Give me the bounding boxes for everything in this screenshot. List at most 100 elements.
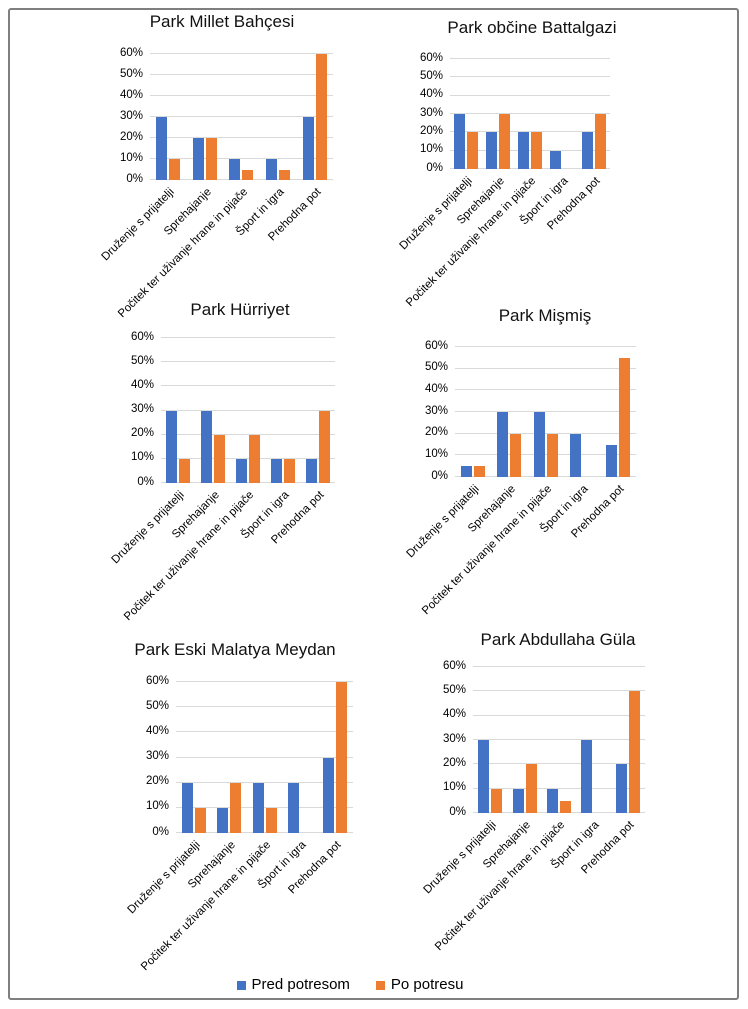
gridline: [161, 433, 335, 435]
bar-group: [450, 59, 482, 169]
y-axis-tick-label: 0%: [152, 825, 169, 838]
y-axis-tick-label: 10%: [130, 451, 154, 464]
bar-group: [455, 347, 491, 477]
bar-po-potresu: [595, 114, 606, 169]
x-category-label: Počitek ter uživanje hrane in pijače: [122, 489, 257, 624]
y-axis-tick-label: 40%: [442, 708, 466, 721]
x-category-label: Počitek ter uživanje hrane in pijače: [419, 483, 554, 618]
gridline: [455, 454, 636, 456]
bar-group: [578, 59, 610, 169]
bar-groups: [150, 54, 333, 180]
gridline: [450, 76, 610, 78]
legend-swatch-po-potresu: [375, 981, 385, 990]
plot-area: 0% 10% 20% 30% 40% 50% 60% Druženje s prijatelj…: [125, 675, 353, 973]
bar-pred-potresom: [270, 458, 282, 483]
legend-label-pred-potresom: Pred potresom: [251, 976, 350, 993]
y-axis-tick-label: 50%: [424, 361, 448, 374]
gridline: [455, 346, 636, 347]
bar-groups: [161, 338, 335, 483]
legend: Pred potresom Po potresu: [0, 976, 700, 993]
bar-group: [231, 338, 266, 483]
bar-pred-potresom: [569, 433, 581, 477]
bar-group: [196, 338, 231, 483]
chart-title: Park Hürriyet: [190, 300, 290, 319]
bar-pred-potresom: [550, 150, 561, 169]
legend-item-po-potresu: Po potresu: [375, 976, 463, 993]
gridline: [176, 756, 353, 758]
bar-group: [265, 338, 300, 483]
y-axis-tick-label: 0%: [449, 805, 466, 818]
bar-group: [600, 347, 636, 477]
gridline: [150, 158, 333, 159]
gridline: [473, 787, 645, 789]
bar-group: [546, 59, 578, 169]
gridline: [450, 113, 610, 114]
bar-group: [211, 682, 246, 833]
bar-group: [150, 54, 187, 180]
bar-pred-potresom: [518, 132, 529, 169]
gridline: [176, 706, 353, 708]
bar-group: [187, 54, 224, 180]
plot-area: 0% 10% 20% 30% 40% 50% 60% Druženje s prijatelj…: [110, 331, 335, 623]
bar-group: [482, 59, 514, 169]
bar-po-potresu: [283, 458, 295, 483]
bar-pred-potresom: [547, 788, 559, 813]
gridline: [176, 731, 353, 733]
y-axis-tick-label: 50%: [442, 683, 466, 696]
y-axis-tick-label: 0%: [126, 172, 143, 185]
y-axis-tick-label: 10%: [119, 151, 143, 164]
y-axis-tick-label: 50%: [419, 69, 443, 82]
bar-group: [282, 682, 317, 833]
gridline: [176, 806, 353, 808]
y-axis-tick-label: 20%: [442, 756, 466, 769]
bar-po-potresu: [510, 433, 522, 477]
bar-po-potresu: [279, 169, 291, 180]
y-axis-tick-label: 40%: [119, 88, 143, 101]
bar-pred-potresom: [201, 410, 213, 483]
y-axis-tick-label: 30%: [130, 403, 154, 415]
gridline: [455, 476, 636, 477]
y-axis-tick-label: 40%: [424, 382, 448, 395]
bar-po-potresu: [491, 788, 503, 813]
bar-pred-potresom: [512, 788, 524, 813]
y-axis-tick-label: 60%: [442, 659, 466, 672]
bar-po-potresu: [315, 54, 327, 180]
bar-group: [176, 682, 211, 833]
y-axis-tick-label: 50%: [130, 354, 154, 367]
bar-po-potresu: [474, 466, 486, 477]
y-axis-tick-label: 60%: [419, 51, 443, 64]
bar-group: [318, 682, 353, 833]
y-axis-tick-label: 30%: [119, 109, 143, 122]
x-category-label: Počitek ter uživanje hrane in pijače: [433, 819, 568, 954]
bar-pred-potresom: [478, 740, 490, 813]
bar-pred-potresom: [235, 458, 247, 483]
y-axis-tick-label: 0%: [137, 475, 154, 488]
bar-po-potresu: [618, 357, 630, 477]
bar-groups: [176, 682, 353, 833]
y-axis-tick-label: 30%: [419, 106, 443, 119]
y-axis-tick-label: 10%: [419, 143, 443, 156]
gridline: [150, 95, 333, 96]
bar-po-potresu: [265, 807, 277, 833]
bar-pred-potresom: [486, 132, 497, 169]
bar-po-potresu: [248, 434, 260, 483]
y-axis-tick-label: 20%: [424, 426, 448, 439]
bar-pred-potresom: [229, 159, 241, 180]
bar-po-potresu: [194, 807, 206, 833]
y-axis-tick-label: 40%: [130, 378, 154, 391]
bar-po-potresu: [560, 800, 572, 813]
gridline: [450, 58, 610, 59]
bar-groups: [450, 59, 610, 169]
bar-groups: [455, 347, 636, 477]
gridline: [150, 74, 333, 75]
bar-group: [514, 59, 546, 169]
bar-pred-potresom: [181, 782, 193, 833]
bar-pred-potresom: [615, 764, 627, 813]
bar-pred-potresom: [533, 412, 545, 477]
bar-pred-potresom: [454, 114, 465, 169]
gridline: [161, 482, 335, 483]
y-axis-tick-label: 60%: [145, 674, 169, 687]
gridline: [176, 781, 353, 783]
bar-pred-potresom: [287, 782, 299, 833]
bar-po-potresu: [169, 159, 181, 180]
